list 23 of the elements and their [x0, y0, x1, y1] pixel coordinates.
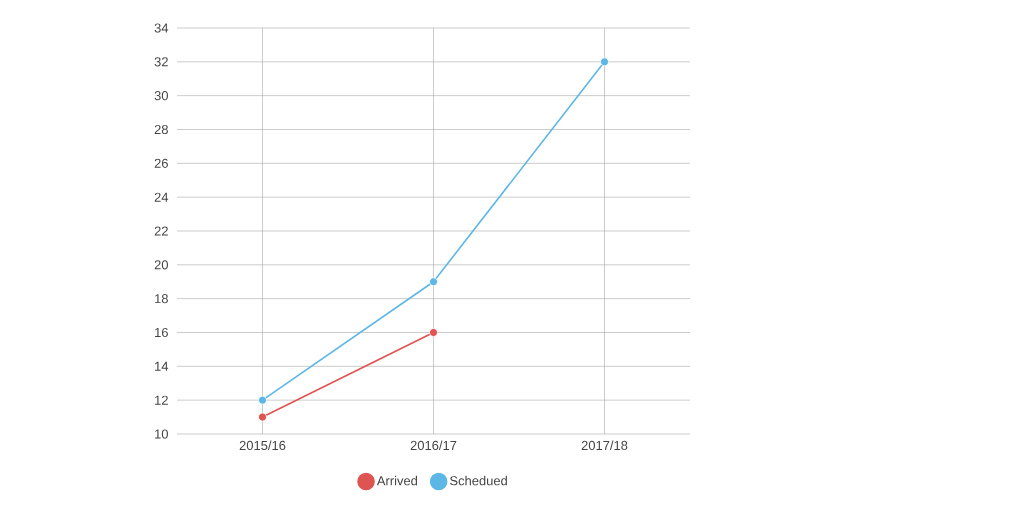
point	[600, 57, 609, 67]
point	[258, 395, 267, 405]
y-tick-label: 34	[154, 23, 169, 33]
y-tick-label: 32	[154, 57, 168, 67]
x-tick-label: 2015/16	[239, 440, 286, 451]
y-tick-label: 28	[154, 124, 168, 135]
y-tick-label: 16	[155, 327, 168, 338]
y-tick-label: 24	[154, 192, 169, 202]
x-tick-label: 2016/17	[410, 440, 457, 451]
y-tick-label: 30	[154, 91, 168, 101]
y-tick-label: 18	[155, 294, 168, 304]
y-tick-label: 10	[155, 429, 168, 439]
point	[429, 328, 438, 337]
y-tick-label: 26	[154, 158, 168, 168]
point	[429, 277, 438, 287]
y-tick-label: 14	[155, 361, 169, 371]
x-tick-label: 2017/18	[581, 440, 628, 451]
legend-label: Arrived	[376, 475, 418, 486]
y-tick-label: 12	[155, 395, 168, 405]
legend-label: Schedued	[450, 475, 507, 486]
y-tick-label: 22	[154, 226, 168, 236]
point	[258, 412, 267, 422]
y-tick-label: 20	[154, 260, 168, 270]
